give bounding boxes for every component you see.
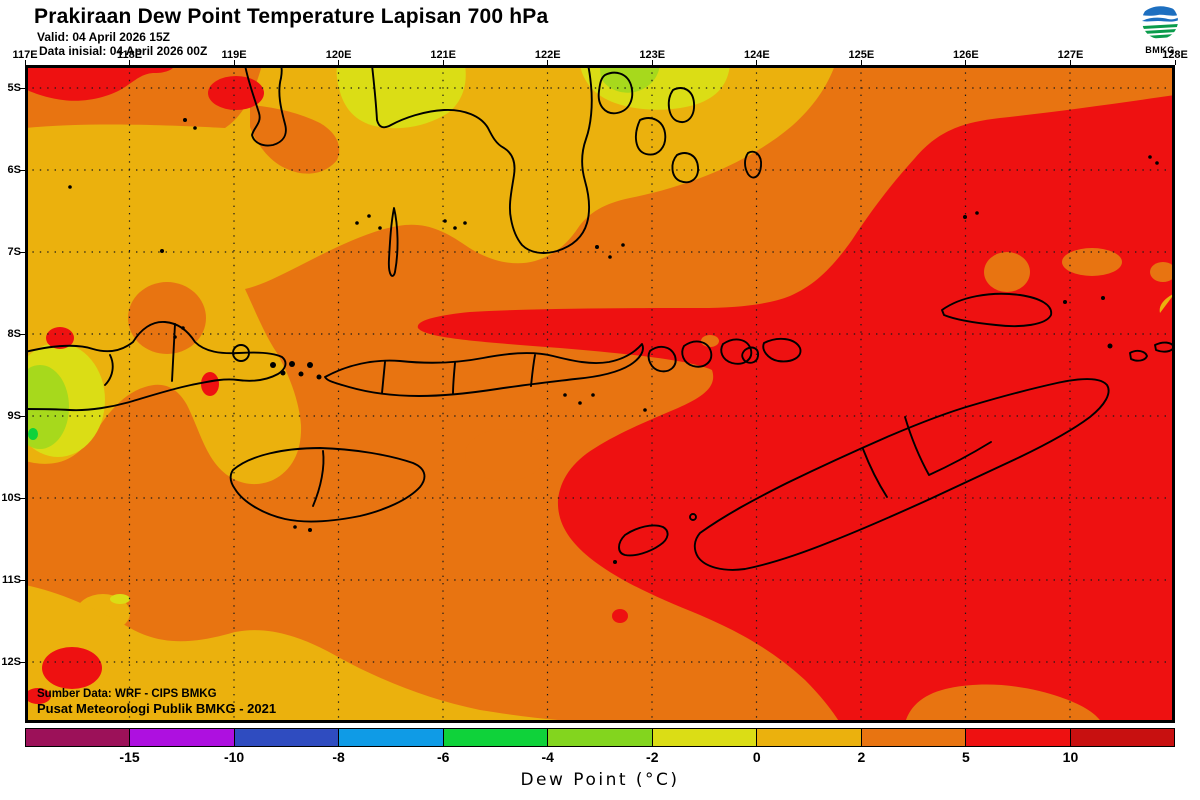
page-title: Prakiraan Dew Point Temperature Lapisan … xyxy=(34,5,549,28)
colorbar-segment-7 xyxy=(756,729,861,746)
lat-label-10S: 10S xyxy=(1,492,21,504)
contour-fill-green-speck xyxy=(28,428,38,440)
lon-label-117E: 117E xyxy=(12,49,38,61)
contour-fill-orange-wedge xyxy=(250,105,340,174)
colorbar-label-2: 2 xyxy=(857,749,866,765)
colorbar-label-10: 10 xyxy=(1062,749,1079,765)
lon-tick-126E xyxy=(965,60,967,65)
lon-label-127E: 127E xyxy=(1057,49,1084,61)
lat-tick-5S xyxy=(20,87,25,89)
lon-tick-121E xyxy=(442,60,444,65)
contour-fill-red-dot xyxy=(612,609,628,623)
lon-tick-127E xyxy=(1069,60,1071,65)
lon-tick-120E xyxy=(338,60,340,65)
lat-tick-11S xyxy=(20,579,25,581)
lat-label-7S: 7S xyxy=(7,246,21,258)
bmkg-logo: BMKG xyxy=(1136,1,1184,55)
lat-tick-8S xyxy=(20,333,25,335)
graticule-grid xyxy=(25,65,1175,723)
lat-label-11S: 11S xyxy=(2,574,21,586)
colorbar-title: Dew Point (°C) xyxy=(520,770,680,790)
lon-tick-117E xyxy=(24,60,26,65)
colorbar-segment-3 xyxy=(338,729,443,746)
colorbar-label-5: 5 xyxy=(962,749,970,765)
lon-tick-128E xyxy=(1174,60,1176,65)
lon-label-120E: 120E xyxy=(325,49,352,61)
colorbar-segment-2 xyxy=(233,729,339,746)
lon-label-121E: 121E xyxy=(430,49,457,61)
map-border xyxy=(25,65,1175,723)
lat-label-8S: 8S xyxy=(7,328,21,340)
lon-label-118E: 118E xyxy=(116,49,143,61)
credits-source: Sumber Data: WRF - CIPS BMKG xyxy=(37,688,217,700)
lat-label-9S: 9S xyxy=(7,410,21,422)
contour-fill-orange-hole xyxy=(128,282,206,354)
credits-org: Pusat Meteorologi Publik BMKG - 2021 xyxy=(37,701,277,716)
colorbar-legend xyxy=(25,728,1175,747)
colorbar-label--6: -6 xyxy=(436,749,450,765)
lon-label-128E: 128E xyxy=(1162,49,1188,61)
colorbar-label--4: -4 xyxy=(541,749,554,765)
colorbar-segment-4 xyxy=(442,729,548,746)
lon-label-122E: 122E xyxy=(534,49,561,61)
colorbar-label--8: -8 xyxy=(332,749,345,765)
lon-label-124E: 124E xyxy=(743,49,770,61)
colorbar-segment-10 xyxy=(1069,729,1174,746)
lat-label-12S: 12S xyxy=(1,656,21,668)
colorbar-label--15: -15 xyxy=(119,749,140,765)
coastlines xyxy=(25,65,1175,571)
valid-time-label: Valid: 04 April 2026 15Z xyxy=(37,30,170,44)
initial-data-label: Data inisial: 04 April 2026 00Z xyxy=(39,44,208,58)
lat-label-6S: 6S xyxy=(7,164,21,176)
contour-map-svg xyxy=(25,65,1175,723)
colorbar-segment-6 xyxy=(651,729,757,746)
colorbar-segment-5 xyxy=(547,729,652,746)
colorbar-segment-1 xyxy=(129,729,234,746)
lon-label-126E: 126E xyxy=(953,49,979,61)
colorbar-segment-8 xyxy=(860,729,966,746)
contour-fill-red xyxy=(25,65,1175,723)
contour-fill-orange-in-red xyxy=(465,248,1175,723)
colorbar-segment-0 xyxy=(26,729,130,746)
colorbar-label-0: 0 xyxy=(752,749,761,765)
lat-tick-10S xyxy=(20,497,25,499)
contour-fill-gold-notch xyxy=(1159,293,1175,313)
bmkg-logo-label: BMKG xyxy=(1145,45,1175,55)
lon-label-125E: 125E xyxy=(848,49,875,61)
lat-tick-7S xyxy=(20,251,25,253)
lon-label-119E: 119E xyxy=(221,49,247,61)
lat-tick-12S xyxy=(20,661,25,663)
lon-label-123E: 123E xyxy=(639,49,666,61)
lon-tick-118E xyxy=(129,60,131,65)
islet-dots xyxy=(68,118,1159,564)
map-canvas: Sumber Data: WRF - CIPS BMKG Pusat Meteo… xyxy=(25,65,1175,723)
colorbar-segment-9 xyxy=(965,729,1070,746)
lon-tick-119E xyxy=(233,60,235,65)
lon-tick-122E xyxy=(547,60,549,65)
lat-tick-9S xyxy=(20,415,25,417)
bmkg-globe-icon xyxy=(1142,3,1178,39)
lon-tick-124E xyxy=(756,60,758,65)
lon-tick-125E xyxy=(860,60,862,65)
colorbar-label--10: -10 xyxy=(223,749,245,765)
lat-label-5S: 5S xyxy=(7,82,21,94)
colorbar-label--2: -2 xyxy=(646,749,659,765)
lat-tick-6S xyxy=(20,169,25,171)
lon-tick-123E xyxy=(651,60,653,65)
